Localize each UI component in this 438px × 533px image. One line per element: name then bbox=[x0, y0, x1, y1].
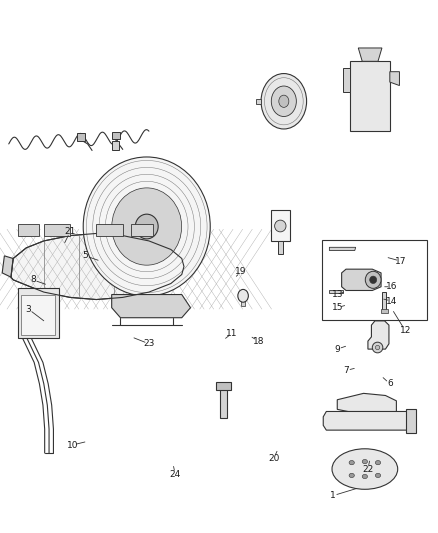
Bar bbox=[271, 210, 290, 241]
Text: 13: 13 bbox=[332, 290, 343, 298]
Bar bbox=[278, 241, 283, 254]
Polygon shape bbox=[358, 48, 382, 61]
Bar bbox=[112, 141, 119, 150]
Bar bbox=[220, 386, 227, 418]
Polygon shape bbox=[337, 393, 396, 415]
Text: 15: 15 bbox=[332, 303, 343, 312]
Text: 19: 19 bbox=[235, 268, 247, 276]
Polygon shape bbox=[342, 269, 381, 290]
Bar bbox=[382, 292, 386, 312]
Text: 17: 17 bbox=[395, 257, 406, 265]
Bar bbox=[322, 240, 427, 320]
Text: 21: 21 bbox=[64, 228, 76, 236]
Bar bbox=[18, 224, 39, 236]
Text: 12: 12 bbox=[399, 326, 411, 335]
Bar bbox=[350, 61, 390, 131]
Ellipse shape bbox=[238, 289, 248, 302]
Text: 16: 16 bbox=[386, 282, 398, 291]
Ellipse shape bbox=[375, 461, 381, 465]
Text: 20: 20 bbox=[268, 454, 279, 463]
Text: 18: 18 bbox=[253, 337, 264, 345]
Text: 3: 3 bbox=[25, 305, 32, 313]
Text: 5: 5 bbox=[82, 252, 88, 260]
Ellipse shape bbox=[362, 474, 367, 479]
Ellipse shape bbox=[362, 459, 367, 464]
Text: 7: 7 bbox=[343, 366, 349, 375]
Text: 14: 14 bbox=[386, 297, 398, 305]
Bar bbox=[44, 224, 70, 236]
Bar bbox=[216, 382, 231, 390]
Text: 8: 8 bbox=[30, 276, 36, 284]
Text: 6: 6 bbox=[387, 379, 393, 388]
Ellipse shape bbox=[349, 461, 354, 465]
Bar bbox=[96, 224, 123, 236]
Ellipse shape bbox=[135, 214, 158, 239]
Polygon shape bbox=[343, 68, 350, 93]
Text: 9: 9 bbox=[334, 345, 340, 353]
Ellipse shape bbox=[112, 188, 182, 265]
Bar bbox=[21, 295, 55, 335]
Text: 23: 23 bbox=[143, 340, 155, 348]
Ellipse shape bbox=[349, 473, 354, 478]
Bar bbox=[112, 132, 120, 139]
Polygon shape bbox=[11, 233, 184, 300]
Polygon shape bbox=[329, 290, 343, 293]
Ellipse shape bbox=[365, 271, 381, 288]
Bar bbox=[18, 288, 59, 338]
Polygon shape bbox=[112, 295, 191, 318]
Ellipse shape bbox=[332, 449, 398, 489]
Ellipse shape bbox=[370, 276, 377, 284]
Ellipse shape bbox=[271, 86, 297, 117]
Text: 11: 11 bbox=[226, 329, 238, 337]
Text: 24: 24 bbox=[170, 470, 181, 479]
Text: 1: 1 bbox=[330, 491, 336, 500]
Ellipse shape bbox=[275, 220, 286, 232]
Polygon shape bbox=[368, 321, 389, 349]
Bar bbox=[131, 224, 153, 236]
Polygon shape bbox=[2, 256, 13, 277]
Text: 10: 10 bbox=[67, 441, 78, 449]
Ellipse shape bbox=[375, 345, 380, 350]
Bar bbox=[77, 133, 85, 141]
Bar bbox=[241, 296, 245, 306]
Bar bbox=[406, 409, 416, 433]
Polygon shape bbox=[390, 71, 399, 85]
Ellipse shape bbox=[372, 342, 383, 353]
Bar bbox=[381, 309, 388, 313]
Polygon shape bbox=[323, 411, 416, 430]
Ellipse shape bbox=[279, 95, 289, 107]
Ellipse shape bbox=[83, 157, 210, 296]
Ellipse shape bbox=[375, 473, 381, 478]
Polygon shape bbox=[329, 247, 356, 251]
Polygon shape bbox=[256, 99, 261, 104]
Ellipse shape bbox=[261, 74, 307, 129]
Text: 22: 22 bbox=[362, 465, 374, 473]
